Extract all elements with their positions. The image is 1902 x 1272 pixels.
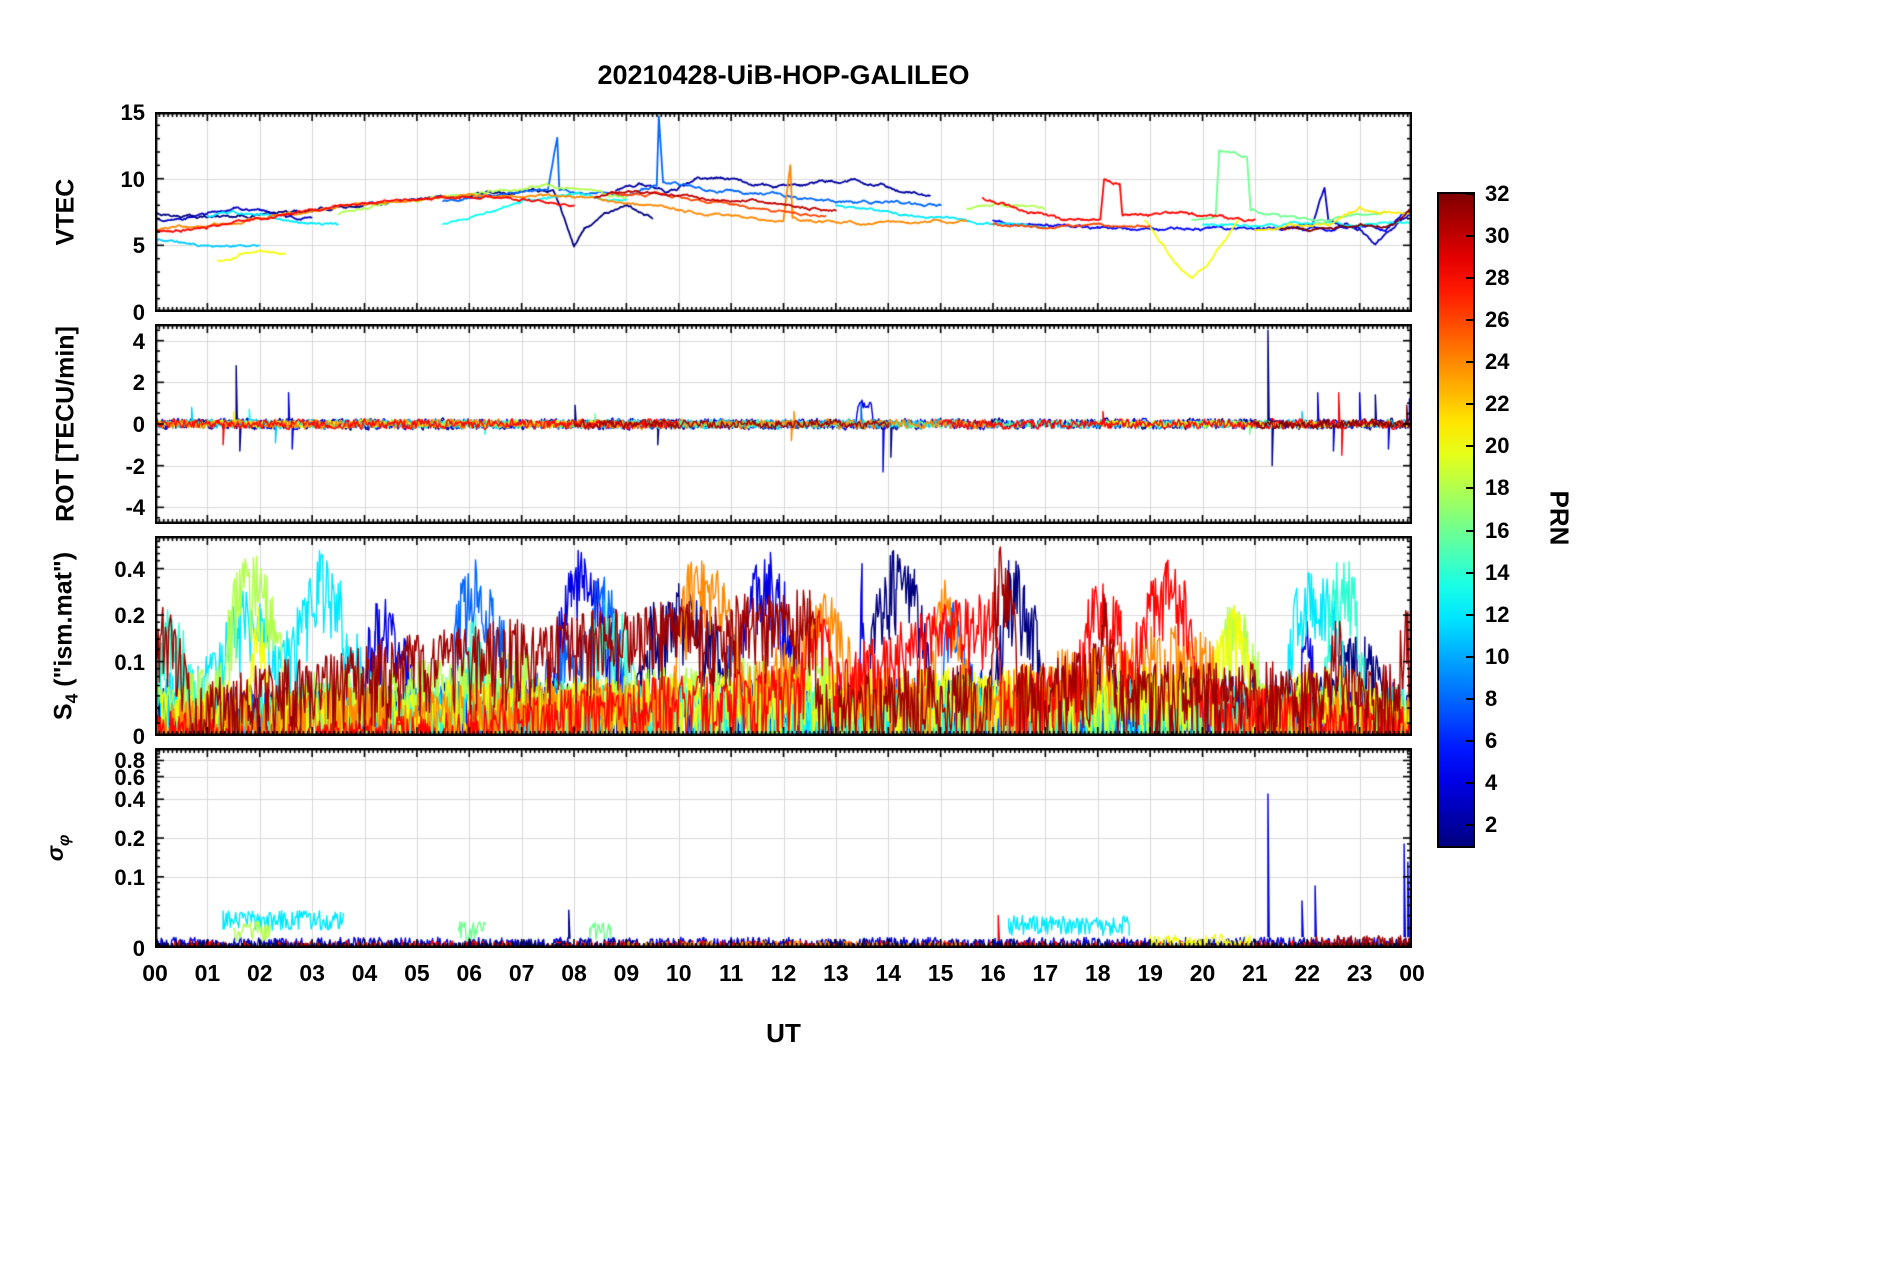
y-tick-label-rot: 4	[132, 328, 145, 354]
x-tick-label: 19	[1137, 960, 1163, 986]
colorbar-tick-label: 8	[1485, 685, 1498, 711]
colorbar-tick	[1466, 445, 1473, 448]
panel-canvas-s4	[155, 536, 1412, 736]
x-tick-label: 16	[980, 960, 1006, 986]
x-tick-label: 00	[1399, 960, 1425, 986]
y-tick-label-sigma: 0.6	[114, 764, 145, 790]
colorbar-label: PRN	[1544, 490, 1575, 546]
colorbar-tick	[1466, 613, 1473, 616]
chart-title: 20210428-UiB-HOP-GALILEO	[597, 60, 970, 90]
colorbar-tick-label: 2	[1485, 811, 1498, 837]
colorbar-tick	[1466, 823, 1473, 826]
colorbar-tick-label: 30	[1485, 223, 1510, 249]
colorbar-tick	[1466, 739, 1473, 742]
colorbar-tick	[1466, 697, 1473, 700]
x-tick-label: 01	[194, 960, 221, 986]
y-tick-label-rot: 0	[132, 412, 145, 437]
x-tick-label: 23	[1346, 960, 1373, 986]
panel-canvas-sigma	[155, 748, 1412, 948]
x-tick-label: 02	[246, 960, 273, 986]
x-tick-label: 22	[1294, 960, 1321, 986]
panel-canvas-rot	[155, 324, 1412, 524]
y-tick-label-vtec: 10	[120, 166, 145, 192]
y-tick-label-rot: 2	[132, 370, 145, 396]
colorbar-tick	[1466, 235, 1473, 238]
colorbar-tick-label: 28	[1485, 265, 1510, 291]
y-tick-label-rot: -4	[125, 495, 145, 521]
colorbar-tick-label: 14	[1485, 559, 1510, 585]
y-tick-label-vtec: 0	[132, 300, 145, 325]
colorbar-tick-label: 22	[1485, 391, 1510, 417]
colorbar-tick	[1466, 403, 1473, 406]
y-tick-label-sigma: 0	[132, 936, 145, 961]
x-tick-label: 21	[1242, 960, 1268, 986]
colorbar-tick-label: 20	[1485, 433, 1510, 459]
colorbar-gradient	[1437, 192, 1475, 848]
colorbar-tick-label: 16	[1485, 517, 1510, 543]
panel-vtec	[155, 112, 1412, 312]
x-tick-label: 17	[1032, 960, 1059, 986]
colorbar-tick	[1466, 571, 1473, 574]
colorbar-tick-label: 12	[1485, 601, 1510, 627]
x-tick-label: 11	[718, 960, 744, 986]
y-tick-label-sigma: 0.2	[114, 826, 145, 852]
colorbar-tick	[1466, 487, 1473, 490]
x-tick-label: 05	[404, 960, 430, 986]
y-tick-label-vtec: 15	[120, 100, 145, 125]
y-tick-label-s4: 0	[132, 724, 145, 749]
colorbar-tick	[1466, 781, 1473, 784]
colorbar-tick	[1466, 319, 1473, 322]
panel-s4	[155, 536, 1412, 736]
colorbar-tick	[1466, 655, 1473, 658]
panel-sigma	[155, 748, 1412, 948]
y-tick-label-rot: -2	[125, 453, 145, 479]
y-axis-label-rot: ROT [TECU/min]	[51, 326, 80, 522]
x-axis-label: UT	[766, 1018, 801, 1048]
colorbar-tick-label: 24	[1485, 349, 1510, 375]
x-tick-label: 00	[142, 960, 168, 986]
y-tick-label-sigma: 0.1	[114, 864, 145, 890]
y-axis-label-vtec: VTEC	[51, 178, 80, 246]
colorbar-tick	[1466, 361, 1473, 364]
panel-canvas-vtec	[155, 112, 1412, 312]
colorbar-tick-label: 4	[1485, 769, 1498, 795]
colorbar-tick-label: 32	[1485, 181, 1510, 206]
x-tick-label: 04	[351, 960, 378, 986]
x-tick-label: 14	[875, 960, 902, 986]
x-tick-label: 06	[456, 960, 483, 986]
x-tick-label: 18	[1084, 960, 1111, 986]
colorbar-tick-label: 26	[1485, 307, 1510, 333]
x-tick-label: 03	[299, 960, 325, 986]
colorbar-tick-label: 10	[1485, 643, 1510, 669]
y-tick-label-vtec: 5	[132, 233, 145, 259]
y-tick-label-s4: 0.2	[114, 603, 145, 629]
x-tick-label: 13	[823, 960, 849, 986]
x-tick-label: 10	[665, 960, 692, 986]
x-tick-label: 07	[508, 960, 535, 986]
y-tick-label-sigma: 0.4	[114, 787, 145, 813]
x-tick-label: 15	[927, 960, 954, 986]
y-axis-label-sigma: σφ	[42, 834, 73, 862]
colorbar-tick-label: 18	[1485, 475, 1510, 501]
panel-rot	[155, 324, 1412, 524]
y-axis-label-s4: S4 ("ism.mat")	[49, 551, 82, 721]
y-tick-label-s4: 0.4	[114, 556, 145, 582]
x-tick-label: 20	[1189, 960, 1216, 986]
x-tick-label: 09	[613, 960, 640, 986]
colorbar-tick-label: 6	[1485, 727, 1498, 753]
colorbar-tick	[1466, 193, 1473, 195]
y-tick-label-s4: 0.1	[114, 649, 145, 675]
x-tick-label: 08	[561, 960, 587, 986]
colorbar-tick	[1466, 529, 1473, 532]
colorbar-tick	[1466, 277, 1473, 280]
x-tick-label: 12	[770, 960, 797, 986]
y-tick-label-sigma: 0.8	[114, 748, 145, 774]
